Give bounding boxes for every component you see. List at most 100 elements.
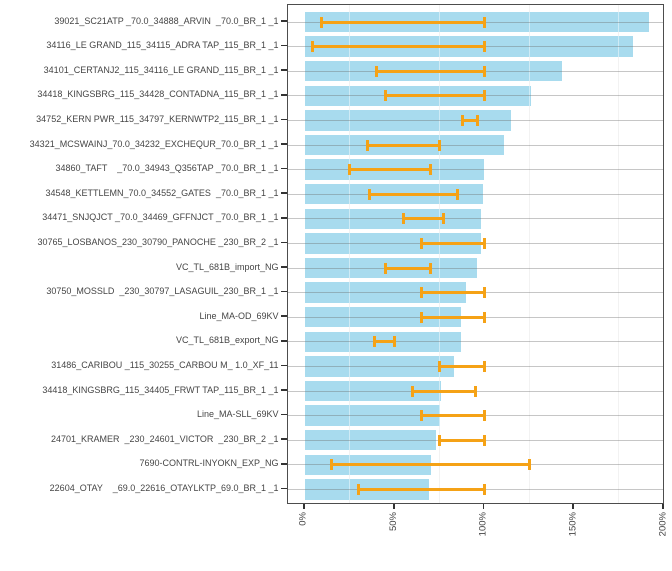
x-tick-mark <box>303 504 305 509</box>
bar <box>305 356 454 377</box>
y-tick-label: 22604_OTAY _69.0_22616_OTAYLKTP_69.0_BR_… <box>49 482 279 493</box>
y-tick-label: 30750_MOSSLD _230_30797_LASAGUIL_230_BR_… <box>46 286 279 297</box>
v-minor-gridline-highlight <box>618 5 620 503</box>
error-bar <box>331 463 530 467</box>
y-tick-mark <box>280 315 287 318</box>
y-tick-mark <box>280 339 287 342</box>
y-tick-label: 30765_LOSBANOS_230_30790_PANOCHE _230_BR… <box>37 236 279 247</box>
error-bar-cap <box>527 459 531 471</box>
y-tick-label: Line_MA-SLL_69KV <box>196 409 279 420</box>
y-tick-mark <box>280 462 287 465</box>
y-tick-mark <box>280 20 287 22</box>
error-bar <box>403 217 444 221</box>
error-bar-cap <box>429 164 433 176</box>
v-minor-gridline <box>439 5 441 503</box>
error-bar-cap <box>482 16 486 28</box>
h-gridline <box>288 218 663 220</box>
y-tick-mark <box>280 143 287 145</box>
error-bar <box>321 20 485 24</box>
error-bar-cap <box>475 114 479 126</box>
y-tick-label: 34752_KERN PWR_115_34797_KERNWTP2_115_BR… <box>36 113 279 124</box>
error-bar-cap <box>461 114 465 126</box>
y-tick-label: 34418_KINGSBRG_115_34405_FRWT TAP_115_BR… <box>42 384 279 395</box>
error-bar <box>369 192 458 196</box>
v-minor-gridline-highlight <box>349 5 351 503</box>
v-minor-gridline-highlight <box>528 5 530 503</box>
y-tick-mark <box>280 216 287 219</box>
y-tick-label: VC_TL_681B_export_NG <box>175 335 279 346</box>
error-bar <box>439 364 485 368</box>
x-tick-label: 200% <box>656 512 668 537</box>
error-bar-cap <box>438 434 442 446</box>
error-bar <box>462 118 478 122</box>
y-tick-mark <box>280 413 287 416</box>
y-tick-label: 7690-CONTRL-INYOKN_EXP_NG <box>139 458 279 469</box>
error-bar-cap <box>429 262 433 274</box>
y-tick-mark <box>280 438 287 441</box>
error-bar-cap <box>438 139 442 151</box>
y-tick-mark <box>280 364 287 367</box>
y-tick-label: 34860_TAFT _70.0_34943_Q356TAP _70.0_BR_… <box>55 163 279 174</box>
error-bar-cap <box>310 41 314 53</box>
y-tick-mark <box>280 118 287 121</box>
error-bar <box>374 340 395 344</box>
error-bar <box>421 315 485 319</box>
error-bar-cap <box>482 360 486 372</box>
y-tick-mark <box>280 389 287 391</box>
error-bar <box>385 266 431 270</box>
error-bar-cap <box>357 483 361 495</box>
y-tick-mark <box>280 44 287 47</box>
h-gridline <box>288 169 663 171</box>
error-bar-cap <box>473 385 477 397</box>
x-tick-label: 50% <box>387 512 399 532</box>
error-bar-cap <box>330 459 334 471</box>
error-bar <box>421 414 485 418</box>
v-minor-gridline-highlight <box>439 5 441 503</box>
h-gridline <box>288 144 663 146</box>
error-bar-cap <box>482 483 486 495</box>
y-tick-label: VC_TL_681B_import_NG <box>175 261 279 272</box>
bar <box>305 110 512 131</box>
y-tick-label: 34418_KINGSBRG_115_34428_CONTADNA_115_BR… <box>37 89 279 100</box>
bar <box>305 233 481 254</box>
y-tick-label: Line_MA-OD_69KV <box>199 310 279 321</box>
error-bar-cap <box>384 90 388 102</box>
v-minor-gridline <box>618 5 620 503</box>
y-tick-label: 34548_KETTLEMN_70.0_34552_GATES _70.0_BR… <box>45 187 279 198</box>
bar <box>305 208 481 230</box>
error-bar-cap <box>319 16 323 28</box>
y-tick-label: 34471_SNJQJCT _70.0_34469_GFFNJCT _70.0_… <box>42 212 279 223</box>
error-bar-cap <box>373 336 377 348</box>
error-bar-cap <box>384 262 388 274</box>
y-tick-mark <box>280 167 287 170</box>
bar <box>305 405 440 426</box>
error-bar-cap <box>420 237 424 249</box>
y-tick-mark <box>280 192 287 195</box>
x-tick-mark <box>572 504 574 509</box>
error-bar <box>358 487 485 491</box>
plot-panel <box>287 4 664 504</box>
error-bar-cap <box>420 311 424 323</box>
h-gridline <box>288 193 663 195</box>
error-bar <box>312 45 485 49</box>
h-gridline <box>288 341 663 343</box>
error-bar-cap <box>482 434 486 446</box>
x-tick-label: 100% <box>477 512 489 537</box>
y-tick-label: 34321_MCSWAINJ_70.0_34232_EXCHEQUR_70.0_… <box>29 138 279 149</box>
error-bar-cap <box>402 213 406 225</box>
error-bar-cap <box>348 164 352 176</box>
v-minor-gridline <box>349 5 351 503</box>
error-bar-cap <box>420 410 424 422</box>
error-bar-cap <box>455 188 459 200</box>
error-bar <box>376 69 485 73</box>
error-bar <box>421 241 485 245</box>
y-tick-label: 24701_KRAMER _230_24601_VICTOR _230_BR_2… <box>51 433 279 444</box>
error-bar-cap <box>482 90 486 102</box>
error-bar-cap <box>482 287 486 299</box>
error-bar <box>385 94 485 98</box>
error-bar-cap <box>482 311 486 323</box>
error-bar-cap <box>375 65 379 77</box>
y-tick-mark <box>280 487 287 490</box>
error-bar-cap <box>441 213 445 225</box>
